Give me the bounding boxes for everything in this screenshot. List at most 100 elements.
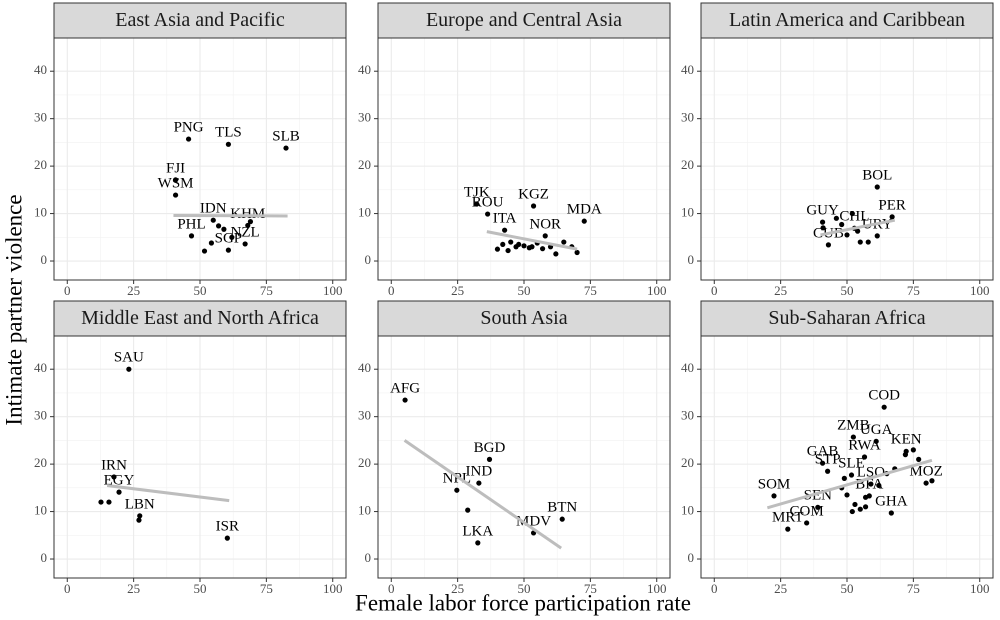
point-label: AFG	[390, 380, 420, 396]
point-label: SOM	[758, 476, 791, 492]
point	[929, 478, 935, 484]
point	[242, 241, 248, 247]
y-tick-label: 20	[681, 455, 694, 470]
x-tick-label: 75	[907, 581, 920, 596]
point	[188, 233, 195, 239]
point-label: SGP	[215, 231, 243, 247]
panel-border	[700, 37, 994, 281]
point	[874, 233, 880, 239]
point-label: COD	[868, 388, 900, 404]
point-label: SLE	[838, 455, 865, 471]
y-tick-label: 30	[358, 408, 371, 423]
panel-border	[377, 37, 671, 281]
x-tick-label: 25	[774, 283, 787, 298]
point	[516, 241, 522, 248]
point-label: MDA	[567, 202, 602, 218]
point	[225, 247, 232, 253]
panel-title: Middle East and North Africa	[81, 307, 319, 329]
x-tick-label: 75	[584, 283, 597, 298]
strip	[53, 2, 347, 39]
x-tick-label: 50	[194, 283, 207, 298]
point	[825, 242, 832, 248]
point	[208, 240, 215, 246]
x-tick-label: 25	[451, 581, 464, 596]
point	[862, 504, 869, 510]
y-tick-label: 10	[34, 503, 47, 518]
point-label: KEN	[891, 432, 922, 448]
point-label: GUY	[806, 203, 839, 219]
x-tick-label: 0	[711, 283, 718, 298]
point	[185, 136, 192, 142]
y-tick-label: 40	[34, 360, 47, 375]
point-label: MRT	[772, 510, 804, 526]
point	[283, 145, 289, 151]
x-tick-label: 50	[841, 581, 854, 596]
point	[861, 454, 868, 460]
point	[873, 438, 879, 444]
point-label: PER	[878, 197, 906, 213]
point	[868, 481, 874, 487]
y-tick-label: 0	[365, 550, 372, 565]
y-tick-label: 40	[358, 360, 371, 375]
y-tick-label: 40	[681, 360, 694, 375]
point	[833, 215, 839, 221]
panel-border	[53, 335, 347, 579]
x-tick-label: 0	[711, 581, 718, 596]
y-tick-label: 10	[358, 503, 371, 518]
point-label: SAU	[114, 350, 144, 366]
point	[819, 219, 826, 225]
y-tick-label: 30	[358, 110, 371, 125]
x-tick-label: 25	[451, 283, 464, 298]
point	[844, 492, 850, 498]
point-label: ISR	[216, 519, 239, 535]
point	[247, 219, 254, 225]
x-tick-label: 0	[388, 581, 395, 596]
point	[172, 177, 179, 183]
point	[857, 239, 863, 245]
point	[857, 506, 863, 512]
x-tick-label: 75	[260, 581, 273, 596]
trend-line	[766, 458, 933, 510]
point	[529, 244, 535, 250]
point-label: ZMB	[837, 418, 870, 434]
point	[574, 249, 580, 256]
x-tick-label: 75	[584, 581, 597, 596]
point	[874, 184, 880, 190]
panel-border	[377, 335, 671, 579]
point	[844, 232, 850, 238]
panel-title: East Asia and Pacific	[115, 9, 285, 31]
point-label: BGD	[474, 440, 506, 456]
point-label: FJI	[166, 160, 185, 176]
point	[474, 201, 480, 207]
point	[505, 247, 511, 254]
point-label: COM	[790, 503, 824, 519]
y-tick-label: 10	[681, 503, 694, 518]
point	[476, 480, 482, 486]
point-label: ITA	[493, 211, 517, 227]
point	[521, 243, 527, 249]
point	[902, 452, 909, 458]
x-tick-label: 100	[323, 581, 343, 596]
point	[210, 217, 216, 223]
x-tick-label: 50	[518, 283, 531, 298]
point	[849, 210, 855, 217]
point-label: MDV	[516, 513, 551, 529]
y-tick-label: 30	[34, 110, 47, 125]
y-tick-label: 20	[358, 157, 371, 172]
point	[876, 482, 882, 489]
point-label: LKA	[462, 523, 493, 539]
point	[508, 239, 514, 245]
point-label: BTN	[547, 500, 577, 516]
point-label: NZL	[231, 224, 260, 240]
point-label: NOR	[529, 216, 561, 232]
trend-line	[403, 439, 563, 550]
point	[136, 517, 142, 523]
point	[215, 223, 222, 229]
point-label: LBN	[125, 496, 155, 512]
point	[494, 246, 501, 252]
point	[485, 211, 491, 217]
panel-title: South Asia	[480, 307, 567, 329]
y-tick-label: 0	[41, 252, 48, 267]
point	[542, 233, 548, 239]
